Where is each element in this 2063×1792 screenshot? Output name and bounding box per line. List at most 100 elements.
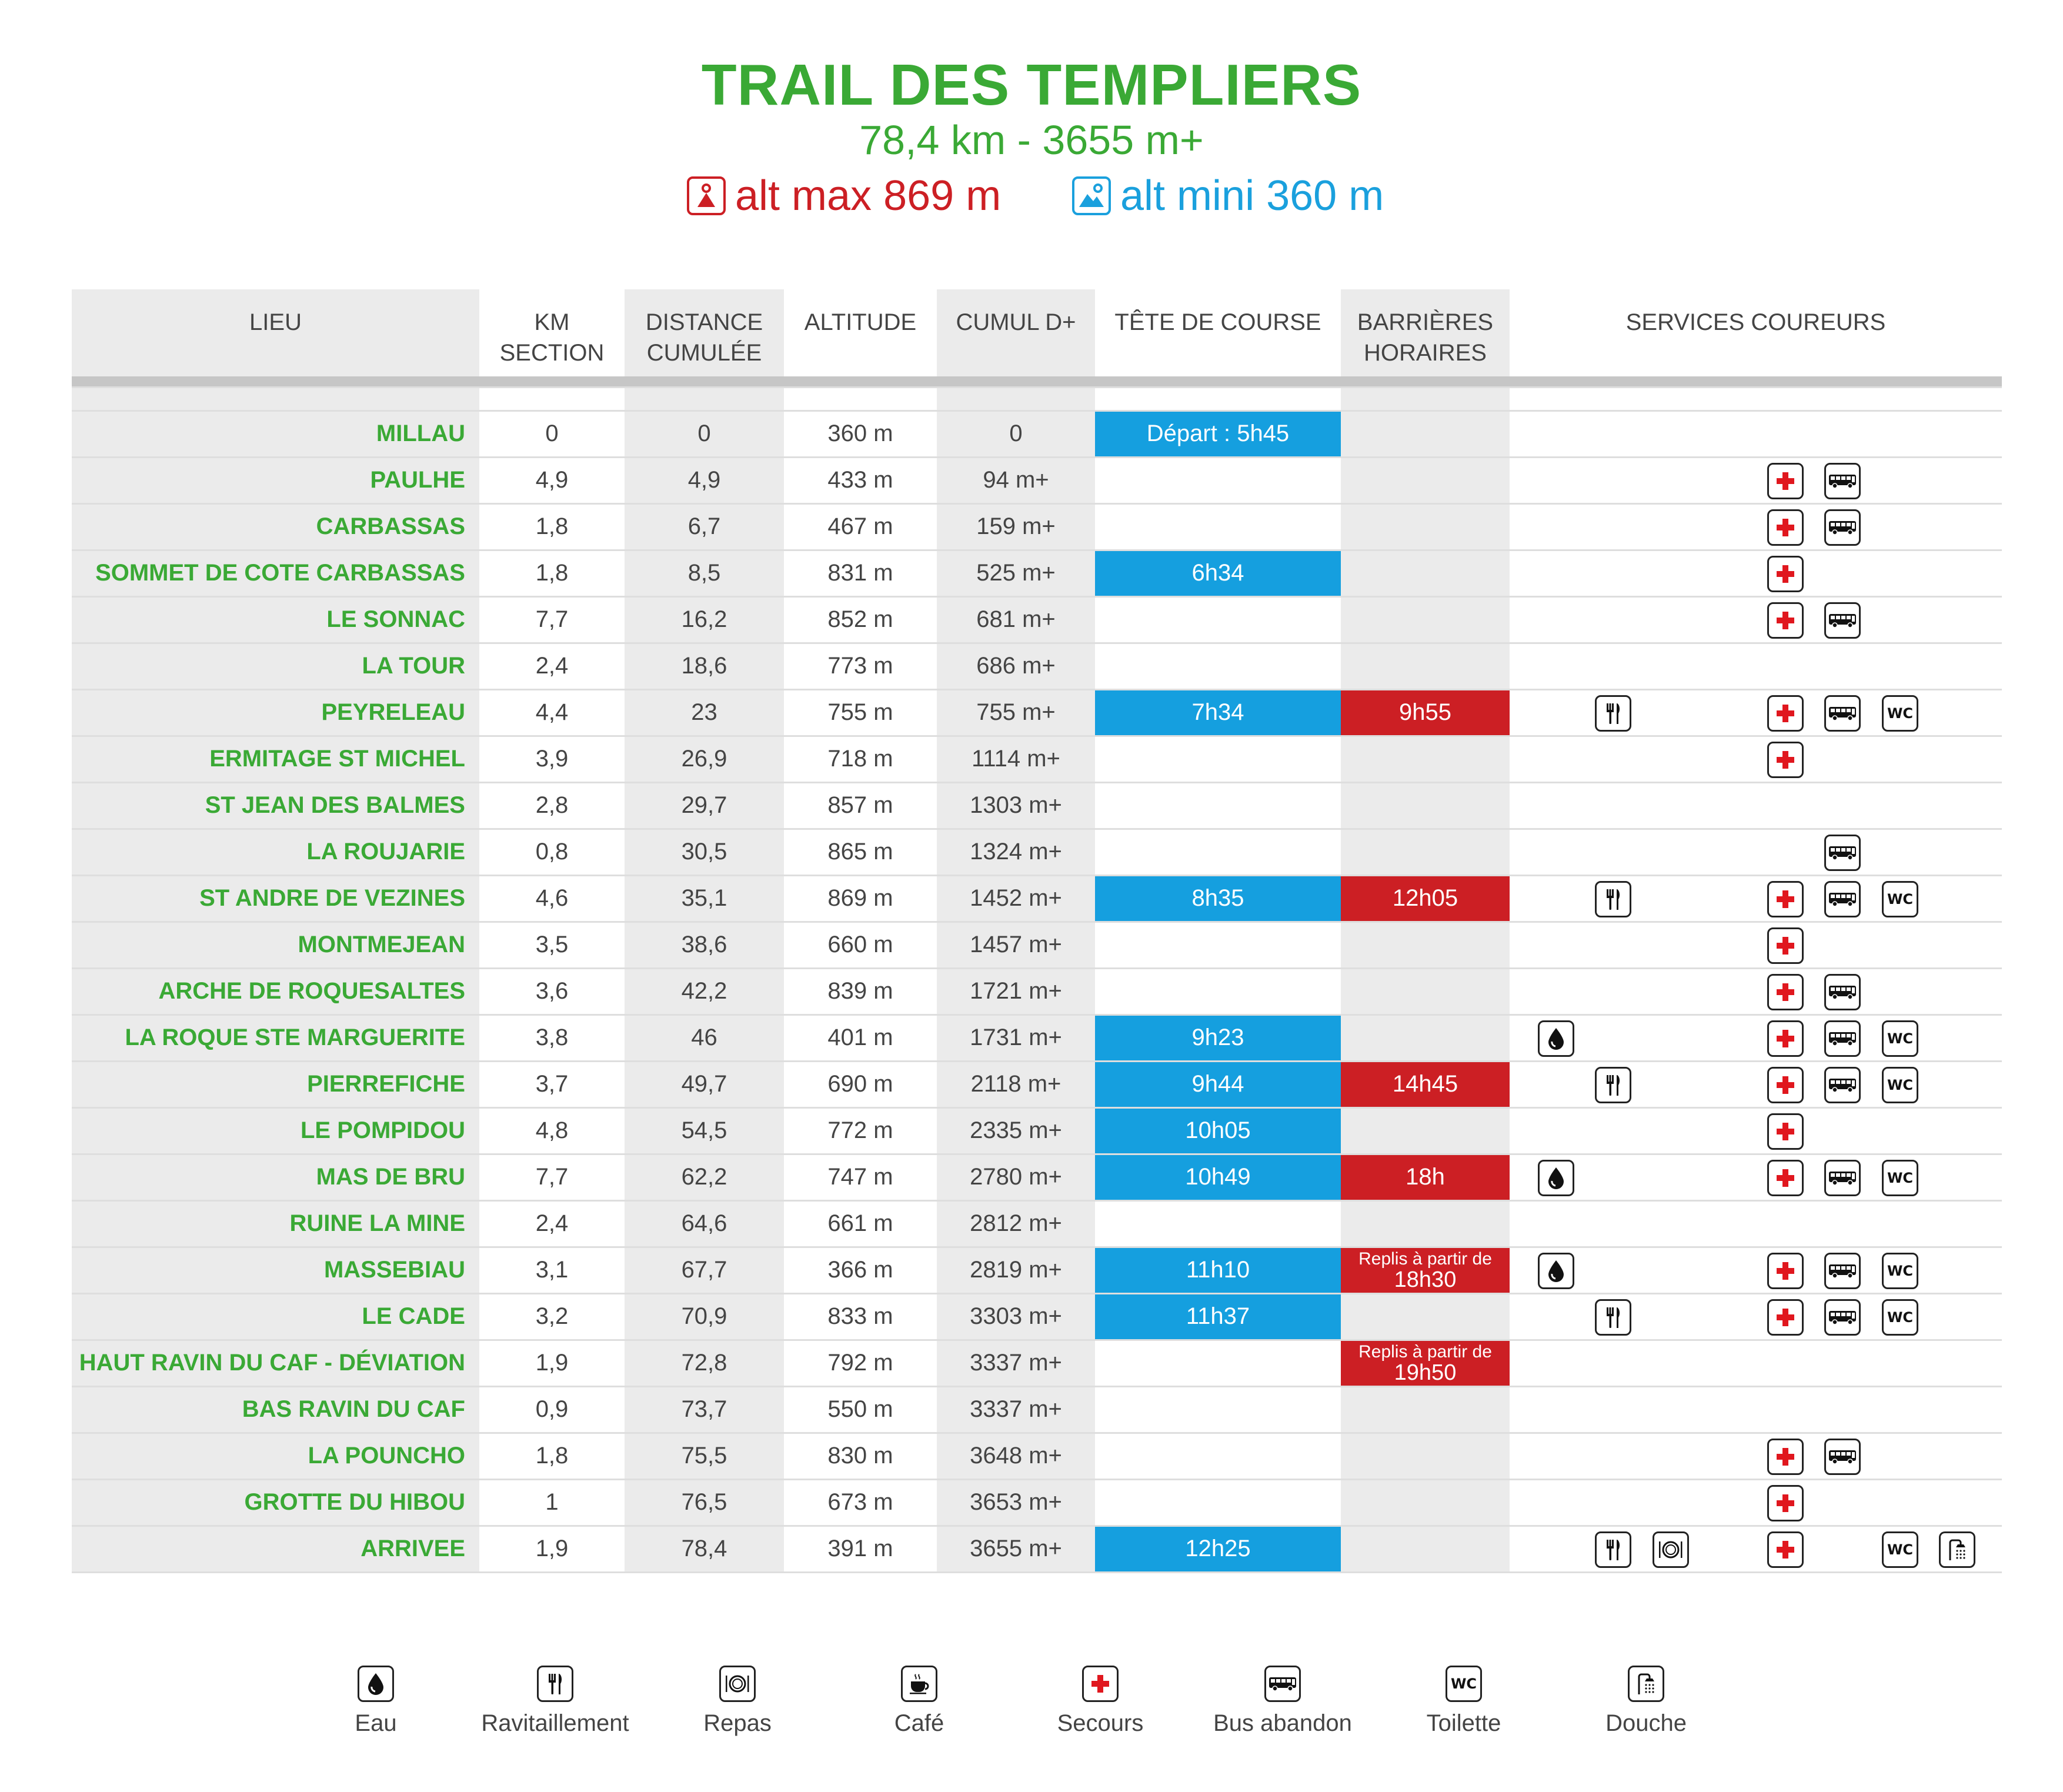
cell-services: WC bbox=[1510, 1061, 2002, 1109]
table-row: ARRIVEE 1,9 78,4 391 m 3655 m+ 12h25 WC bbox=[72, 1526, 2002, 1573]
bus-icon bbox=[1824, 834, 1861, 871]
cell-services bbox=[1510, 503, 2002, 551]
cell-km-section: 7,7 bbox=[479, 1154, 625, 1202]
wc-icon: WC bbox=[1882, 1299, 1918, 1336]
red-cross-icon bbox=[1767, 1299, 1804, 1336]
cell-km-section: 1 bbox=[479, 1479, 625, 1527]
cell-cumul: 1721 m+ bbox=[937, 968, 1095, 1016]
cell-lieu: MASSEBIAU bbox=[72, 1247, 479, 1294]
cell-distance: 76,5 bbox=[625, 1479, 784, 1527]
cell-altitude: 366 m bbox=[784, 1247, 937, 1294]
table-row: MONTMEJEAN 3,5 38,6 660 m 1457 m+ bbox=[72, 922, 2002, 969]
cell-km-section: 4,9 bbox=[479, 457, 625, 505]
cell-tete-de-course bbox=[1095, 457, 1341, 505]
cell-lieu: GROTTE DU HIBOU bbox=[72, 1479, 479, 1527]
cell-barriere-horaire: 9h55 bbox=[1341, 689, 1510, 737]
table-row: PIERREFICHE 3,7 49,7 690 m 2118 m+ 9h44 14h45 W… bbox=[72, 1061, 2002, 1109]
table-row: HAUT RAVIN DU CAF - DÉVIATION 1,9 72,8 792 … bbox=[72, 1340, 2002, 1387]
legend-label: Ravitaillement bbox=[481, 1710, 629, 1736]
cell-cumul: 681 m+ bbox=[937, 596, 1095, 644]
cell-cumul: 755 m+ bbox=[937, 689, 1095, 737]
cell-km-section: 4,6 bbox=[479, 875, 625, 923]
red-cross-icon bbox=[1767, 462, 1804, 499]
cell-altitude: 673 m bbox=[784, 1479, 937, 1527]
distance-elevation-subtitle: 78,4 km - 3655 m+ bbox=[859, 117, 1204, 163]
cell-altitude: 747 m bbox=[784, 1154, 937, 1202]
cell-lieu: LA ROUJARIE bbox=[72, 829, 479, 876]
cell-altitude: 852 m bbox=[784, 596, 937, 644]
cell-distance: 70,9 bbox=[625, 1293, 784, 1341]
fork-knife-icon bbox=[1595, 1531, 1631, 1568]
table-body: MILLAU 0 0 360 m 0 Départ : 5h45 PAULHE 4,9 4,9 4… bbox=[72, 411, 2002, 1573]
bus-icon bbox=[1824, 695, 1861, 732]
cell-altitude: 660 m bbox=[784, 922, 937, 969]
col-services: SERVICES COUREURS bbox=[1625, 309, 1886, 335]
cell-services bbox=[1510, 596, 2002, 644]
cell-lieu: SOMMET DE COTE CARBASSAS bbox=[72, 550, 479, 598]
cell-cumul: 3337 m+ bbox=[937, 1340, 1095, 1387]
cell-distance: 42,2 bbox=[625, 968, 784, 1016]
cell-tete-de-course: 11h10 bbox=[1095, 1247, 1341, 1294]
bus-icon bbox=[1264, 1666, 1301, 1702]
cell-tete-de-course bbox=[1095, 1340, 1341, 1387]
cell-barriere-horaire bbox=[1341, 550, 1510, 598]
cell-tete-de-course: 9h44 bbox=[1095, 1061, 1341, 1109]
cell-km-section: 3,2 bbox=[479, 1293, 625, 1341]
cell-tete-de-course bbox=[1095, 968, 1341, 1016]
bus-icon bbox=[1824, 1020, 1861, 1057]
cell-tete-de-course: 10h05 bbox=[1095, 1107, 1341, 1155]
alt-max: alt max 869 m bbox=[687, 172, 1001, 220]
cell-altitude: 661 m bbox=[784, 1200, 937, 1248]
cell-barriere-horaire bbox=[1341, 736, 1510, 783]
cell-km-section: 2,4 bbox=[479, 643, 625, 690]
bus-icon bbox=[1824, 1438, 1861, 1475]
cell-services: WC bbox=[1510, 1293, 2002, 1341]
cell-altitude: 865 m bbox=[784, 829, 937, 876]
table-row: LA ROUJARIE 0,8 30,5 865 m 1324 m+ bbox=[72, 829, 2002, 876]
bus-icon bbox=[1824, 602, 1861, 639]
table-row: GROTTE DU HIBOU 1 76,5 673 m 3653 m+ bbox=[72, 1479, 2002, 1527]
legend-item-secours: Secours bbox=[1012, 1666, 1189, 1737]
cell-lieu: HAUT RAVIN DU CAF - DÉVIATION bbox=[72, 1340, 479, 1387]
red-cross-icon bbox=[1767, 1484, 1804, 1521]
cell-km-section: 3,9 bbox=[479, 736, 625, 783]
cell-cumul: 1452 m+ bbox=[937, 875, 1095, 923]
cell-distance: 4,9 bbox=[625, 457, 784, 505]
cell-cumul: 525 m+ bbox=[937, 550, 1095, 598]
race-table: LIEU KM SECTION DISTANCE CUMULÉE ALTITUDE … bbox=[72, 289, 2002, 1573]
cell-services bbox=[1510, 550, 2002, 598]
cell-services bbox=[1510, 1386, 2002, 1434]
cell-distance: 23 bbox=[625, 689, 784, 737]
cell-cumul: 3337 m+ bbox=[937, 1386, 1095, 1434]
cell-lieu: MAS DE BRU bbox=[72, 1154, 479, 1202]
table-row: SOMMET DE COTE CARBASSAS 1,8 8,5 831 m 525 m… bbox=[72, 550, 2002, 598]
shower-icon bbox=[1628, 1666, 1664, 1702]
cell-altitude: 773 m bbox=[784, 643, 937, 690]
cell-altitude: 792 m bbox=[784, 1340, 937, 1387]
col-distance: DISTANCE CUMULÉE bbox=[625, 289, 784, 376]
legend-item-wc: WC Toilette bbox=[1376, 1666, 1552, 1737]
cell-services bbox=[1510, 829, 2002, 876]
wc-icon: WC bbox=[1882, 880, 1918, 917]
cell-cumul: 3303 m+ bbox=[937, 1293, 1095, 1341]
cell-barriere-horaire bbox=[1341, 1526, 1510, 1573]
fork-knife-icon bbox=[1595, 1066, 1631, 1103]
cell-barriere-horaire bbox=[1341, 411, 1510, 458]
cell-tete-de-course: 7h34 bbox=[1095, 689, 1341, 737]
table-row: PEYRELEAU 4,4 23 755 m 755 m+ 7h34 9h55 WC bbox=[72, 689, 2002, 737]
table-row: ERMITAGE ST MICHEL 3,9 26,9 718 m 1114 m+ bbox=[72, 736, 2002, 783]
cell-barriere-horaire bbox=[1341, 1293, 1510, 1341]
table-row: MILLAU 0 0 360 m 0 Départ : 5h45 bbox=[72, 411, 2002, 458]
cell-cumul: 2118 m+ bbox=[937, 1061, 1095, 1109]
cell-altitude: 360 m bbox=[784, 411, 937, 458]
water-drop-icon bbox=[1538, 1020, 1574, 1057]
table-row: PAULHE 4,9 4,9 433 m 94 m+ bbox=[72, 457, 2002, 505]
cell-lieu: LA POUNCHO bbox=[72, 1433, 479, 1480]
wc-icon: WC bbox=[1882, 1159, 1918, 1196]
cell-tete-de-course bbox=[1095, 596, 1341, 644]
cell-services bbox=[1510, 1107, 2002, 1155]
cell-lieu: MILLAU bbox=[72, 411, 479, 458]
table-row: RUINE LA MINE 2,4 64,6 661 m 2812 m+ bbox=[72, 1200, 2002, 1248]
cell-tete-de-course bbox=[1095, 782, 1341, 830]
red-cross-icon bbox=[1767, 695, 1804, 732]
